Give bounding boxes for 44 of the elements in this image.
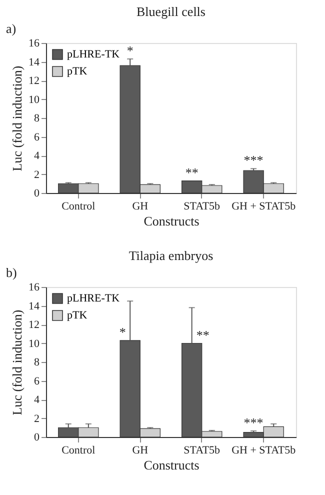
- text: b): [6, 265, 17, 280]
- x-tick-label: Control: [62, 200, 96, 212]
- y-tick-label: 4: [34, 150, 40, 162]
- chart-title: Tilapia embryos: [128, 248, 214, 263]
- annotation: **: [196, 327, 210, 342]
- y-tick-label: 6: [34, 375, 40, 388]
- y-tick-label: 10: [28, 338, 40, 350]
- y-tick-label: 2: [34, 168, 40, 181]
- y-tick-label: 10: [28, 94, 40, 106]
- y-tick-label: 14: [28, 300, 40, 312]
- legend-label: pLHRE-TK: [67, 292, 120, 304]
- x-tick-label: Control: [62, 444, 96, 456]
- annotation: **: [185, 164, 198, 180]
- y-tick-label: 8: [34, 356, 40, 368]
- legend-label: pLHRE-TK: [67, 48, 120, 60]
- x-tick-label: GH + STAT5b: [232, 444, 296, 456]
- y-axis-title: Luc (fold induction): [10, 66, 24, 172]
- x-axis-title: Constructs: [144, 458, 200, 472]
- y-tick-label: 16: [28, 282, 40, 294]
- y-tick-label: 12: [28, 319, 40, 331]
- x-tick-label: STAT5b: [184, 444, 221, 456]
- annotation: ***: [244, 414, 264, 430]
- legend-label: pTK: [67, 66, 88, 78]
- y-tick-label: 12: [28, 75, 40, 87]
- y-tick-label: 8: [34, 112, 40, 124]
- y-tick-label: 0: [34, 188, 40, 200]
- y-tick-label: 6: [34, 131, 40, 144]
- legend-label: pTK: [67, 310, 88, 322]
- annotation: ***: [244, 152, 264, 168]
- y-tick-label: 16: [28, 38, 40, 50]
- x-tick-label: GH + STAT5b: [232, 200, 296, 212]
- y-axis-title: Luc (fold induction): [10, 310, 24, 416]
- x-axis-title: Constructs: [144, 214, 200, 228]
- annotation: *: [126, 42, 134, 58]
- y-tick-label: 14: [28, 56, 40, 68]
- chart-title: Bluegill cells: [136, 4, 206, 19]
- y-tick-label: 2: [34, 412, 40, 425]
- x-tick-label: GH: [132, 200, 148, 212]
- y-tick-label: 0: [34, 432, 40, 444]
- x-tick-label: STAT5b: [184, 200, 221, 212]
- annotation: *: [119, 324, 126, 340]
- text: a): [6, 21, 16, 36]
- y-tick-label: 4: [34, 394, 40, 406]
- x-tick-label: GH: [132, 444, 148, 456]
